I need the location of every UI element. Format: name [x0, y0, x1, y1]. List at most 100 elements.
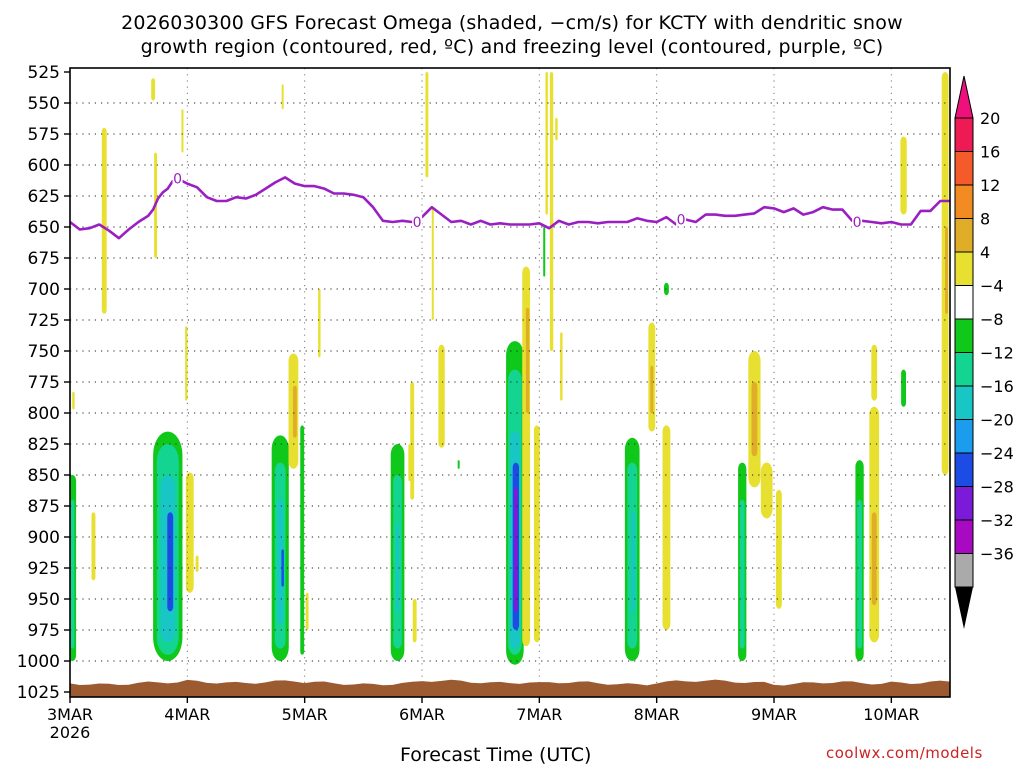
x-tick-label-5MAR: 5MAR: [282, 705, 328, 724]
omega-shading: [70, 72, 949, 665]
freezing-level-label: 0: [413, 215, 422, 231]
omega-cell-45: [549, 72, 554, 351]
colorbar-label-8: −16: [980, 377, 1014, 396]
y-tick-label-675: 675: [28, 249, 60, 269]
omega-cell-52: [650, 365, 654, 413]
omega-cell-30: [412, 599, 417, 643]
omega-cell-60: [775, 489, 782, 609]
freezing-label-bg-1: [412, 215, 423, 230]
omega-cell-65: [871, 512, 877, 606]
freezing-level-label: 0: [173, 172, 182, 188]
x-tick-label-9MAR: 9MAR: [751, 705, 797, 724]
y-tick-label-825: 825: [28, 435, 60, 455]
y-tick-label-1000: 1000: [17, 652, 60, 672]
omega-cell-2: [72, 391, 75, 410]
omega-cell-44: [545, 72, 548, 215]
omega-cell-63: [871, 344, 878, 401]
omega-cell-21: [300, 425, 305, 655]
y-tick-label-525: 525: [28, 63, 60, 83]
colorbar-segment-1: [954, 151, 974, 186]
colorbar-segment-11: [954, 486, 974, 521]
y-tick-label-750: 750: [28, 342, 60, 362]
omega-cell-32: [457, 460, 460, 469]
omega-cell-50: [631, 512, 635, 612]
x-axis-title: Forecast Time (UTC): [400, 744, 592, 766]
colorbar-segment-13: [954, 553, 974, 588]
omega-cell-9: [167, 512, 174, 612]
freezing-label-bg-0: [172, 171, 183, 186]
colorbar-segment-7: [954, 352, 974, 387]
x-axis-time: 3MAR 4MAR 5MAR 6MAR 7MAR 8MAR 9MAR 10MAR 2026: [47, 697, 919, 742]
colorbar-label-7: −12: [980, 344, 1014, 363]
omega-cell-33: [425, 72, 429, 178]
colorbar-label-6: −8: [980, 310, 1004, 329]
freezing-level-label: 0: [677, 213, 686, 229]
y-tick-label-725: 725: [28, 311, 60, 331]
omega-cell-17: [277, 499, 284, 624]
omega-cell-27: [396, 524, 400, 612]
colorbar-label-10: −24: [980, 444, 1014, 463]
y-tick-label-775: 775: [28, 373, 60, 393]
y-tick-label-650: 650: [28, 218, 60, 238]
y-tick-label-600: 600: [28, 156, 60, 176]
colorbar-label-3: 8: [980, 210, 990, 229]
colorbar-label-2: 12: [980, 176, 1000, 195]
omega-cell-47: [560, 332, 563, 401]
omega-cell-23: [318, 289, 321, 358]
x-tick-label-3MAR: 3MAR: [47, 705, 93, 724]
omega-cell-41: [525, 307, 530, 413]
omega-cell-66: [900, 136, 907, 215]
freezing-level-line: [70, 176, 950, 240]
colorbar-segment-6: [954, 318, 974, 353]
colorbar-label-5: −4: [980, 277, 1004, 296]
colorbar-segment-10: [954, 452, 974, 487]
omega-cell-69: [945, 227, 949, 314]
omega-cell-24: [281, 84, 284, 110]
terrain-fill: [70, 679, 950, 697]
omega-cell-11: [185, 326, 188, 401]
y-tick-label-800: 800: [28, 404, 60, 424]
omega-cell-31: [438, 344, 445, 448]
colorbar-segment-4: [954, 251, 974, 286]
freezing-level-contour: 0 0 0 0: [70, 171, 950, 240]
y-tick-label-975: 975: [28, 621, 60, 641]
colorbar-segment-0: [954, 117, 974, 152]
omega-cell-58: [751, 382, 758, 457]
omega-cell-22: [305, 592, 309, 630]
y-axis-pressure: 525 550 575 600 625 650 675 700 725 750 775 800 825 8…: [17, 63, 70, 703]
colorbar-label-4: 4: [980, 243, 990, 262]
omega-cell-56: [739, 499, 745, 649]
x-tick-label-10MAR: 10MAR: [863, 705, 919, 724]
freezing-level-label: 0: [853, 215, 862, 231]
omega-cell-62: [857, 499, 862, 649]
omega-cell-3: [101, 127, 107, 314]
colorbar-segment-9: [954, 419, 974, 454]
omega-cell-14: [181, 109, 184, 153]
x-tick-label-4MAR: 4MAR: [164, 705, 210, 724]
y-tick-label-575: 575: [28, 125, 60, 145]
omega-cell-67: [901, 369, 906, 407]
y-tick-label-950: 950: [28, 590, 60, 610]
omega-cell-13: [151, 78, 156, 101]
freezing-label-bg-3: [852, 215, 863, 230]
colorbar-label-1: 16: [980, 143, 1000, 162]
omega-cell-46: [555, 117, 558, 141]
y-tick-label-1025: 1025: [17, 683, 60, 703]
omega-cell-12: [195, 555, 199, 572]
y-tick-label-625: 625: [28, 187, 60, 207]
colorbar-bottom-arrow: [955, 587, 973, 629]
terrain-area: [70, 679, 950, 697]
omega-cell-4: [91, 512, 96, 581]
colorbar-label-0: 20: [980, 109, 1000, 128]
x-tick-year-label: 2026: [50, 723, 91, 742]
omega-cell-42: [533, 425, 540, 643]
y-tick-label-900: 900: [28, 528, 60, 548]
colorbar-segment-5: [954, 285, 974, 320]
omega-cell-39: [513, 487, 518, 612]
omega-cell-1: [70, 499, 75, 649]
colorbar-segment-8: [954, 385, 974, 420]
y-tick-label-850: 850: [28, 466, 60, 486]
colorbar-label-11: −28: [980, 478, 1014, 497]
omega-cell-53: [662, 425, 671, 630]
